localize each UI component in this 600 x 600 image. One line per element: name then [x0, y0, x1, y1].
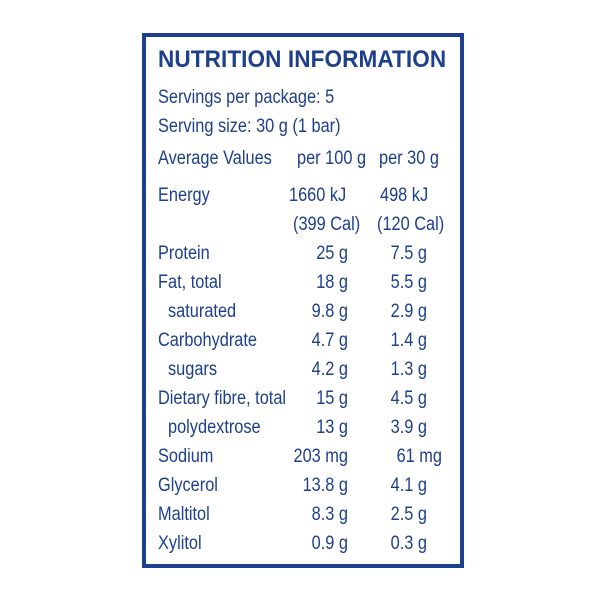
row-label-sodium: Sodium [158, 446, 214, 467]
row-label-protein: Protein [158, 243, 210, 264]
sodium-per-30g: 61 mg [396, 446, 442, 467]
row-label-polydextrose: polydextrose [168, 417, 261, 438]
maltitol-per-100g: 8.3 g [311, 504, 348, 525]
maltitol-per-30g: 2.5 g [390, 504, 427, 525]
sugars-per-100g: 4.2 g [311, 359, 348, 380]
row-label-xylitol: Xylitol [158, 533, 202, 554]
protein-per-100g: 25 g [316, 243, 348, 264]
row-label-fat-total: Fat, total [158, 272, 222, 293]
protein-per-30g: 7.5 g [390, 243, 427, 264]
nutrition-panel [142, 33, 464, 568]
energy-cal-per-100g: (399 Cal) [293, 214, 361, 235]
servings-per-package: Servings per package: 5 [158, 87, 335, 108]
sugars-per-30g: 1.3 g [390, 359, 427, 380]
row-label-energy: Energy [158, 185, 210, 206]
header-per-30g: per 30 g [379, 148, 439, 169]
row-label-maltitol: Maltitol [158, 504, 210, 525]
polydextrose-per-30g: 3.9 g [390, 417, 427, 438]
energy-cal-per-30g: (120 Cal) [377, 214, 445, 235]
header-average-values: Average Values [158, 148, 272, 169]
energy-kj-per-30g: 498 kJ [380, 185, 429, 206]
carbohydrate-per-30g: 1.4 g [390, 330, 427, 351]
row-label-saturated: saturated [168, 301, 237, 322]
glycerol-per-30g: 4.1 g [390, 475, 427, 496]
saturated-per-30g: 2.9 g [390, 301, 427, 322]
fat-total-per-30g: 5.5 g [390, 272, 427, 293]
polydextrose-per-100g: 13 g [316, 417, 348, 438]
saturated-per-100g: 9.8 g [311, 301, 348, 322]
header-per-100g: per 100 g [297, 148, 367, 169]
row-label-carbohydrate: Carbohydrate [158, 330, 258, 351]
fat-total-per-100g: 18 g [316, 272, 348, 293]
dietary-fibre-per-30g: 4.5 g [390, 388, 427, 409]
energy-kj-per-100g: 1660 kJ [289, 185, 347, 206]
panel-title: NUTRITION INFORMATION [158, 46, 447, 73]
xylitol-per-100g: 0.9 g [311, 533, 348, 554]
serving-size: Serving size: 30 g (1 bar) [158, 116, 341, 137]
row-label-sugars: sugars [168, 359, 218, 380]
glycerol-per-100g: 13.8 g [302, 475, 348, 496]
dietary-fibre-per-100g: 15 g [316, 388, 348, 409]
carbohydrate-per-100g: 4.7 g [311, 330, 348, 351]
xylitol-per-30g: 0.3 g [390, 533, 427, 554]
row-label-dietary-fibre-total: Dietary fibre, total [158, 388, 287, 409]
sodium-per-100g: 203 mg [293, 446, 348, 467]
row-label-glycerol: Glycerol [158, 475, 218, 496]
